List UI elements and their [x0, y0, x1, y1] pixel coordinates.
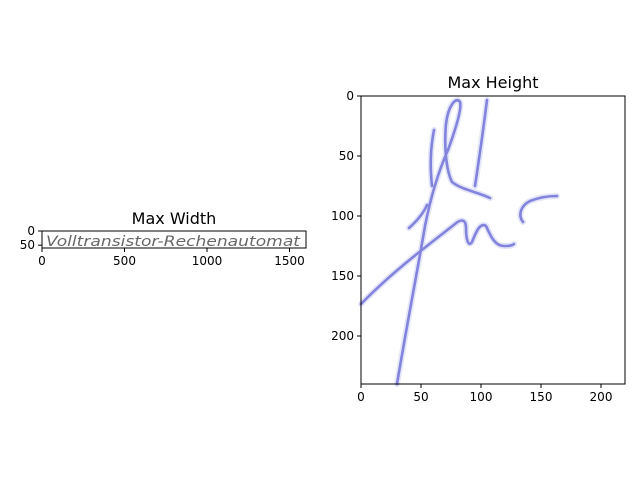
y-tick-label-max-width: 50 [20, 238, 35, 252]
axes-title-max-height: Max Height [447, 73, 538, 92]
x-ticks-max-height: 0 50 100 150 200 [357, 384, 612, 404]
x-tick-label-max-height: 0 [357, 390, 365, 404]
handwriting-image: Volltransistor-Rechenautomat [46, 234, 301, 250]
x-tick-label-max-width: 0 [38, 254, 46, 268]
x-tick-label-max-width: 1500 [274, 254, 305, 268]
y-tick-label-max-height: 200 [331, 329, 354, 343]
y-tick-label-max-height: 150 [331, 269, 354, 283]
axes-max-height: Max Height 0 50 100 150 200 0 50 [331, 73, 626, 404]
x-tick-label-max-height: 200 [590, 390, 613, 404]
handwriting-text: Volltransistor-Rechenautomat [46, 234, 301, 250]
y-tick-label-max-height: 0 [346, 89, 354, 103]
x-tick-label-max-width: 1000 [192, 254, 223, 268]
x-tick-label-max-width: 500 [113, 254, 136, 268]
signature-image [358, 97, 560, 387]
x-tick-label-max-height: 50 [413, 390, 428, 404]
axes-frame-max-height [360, 95, 626, 385]
axes-frame-max-width [41, 230, 307, 249]
signature-stroke [359, 98, 559, 386]
y-ticks-max-width: 050 [20, 224, 42, 252]
y-tick-label-max-height: 50 [339, 149, 354, 163]
axes-max-width: Max Width Volltransistor-Rechenautomat 0… [20, 209, 307, 268]
x-tick-label-max-height: 100 [470, 390, 493, 404]
y-tick-label-max-height: 100 [331, 209, 354, 223]
y-ticks-max-height: 0 50 100 150 200 [331, 89, 361, 343]
x-tick-label-max-height: 150 [530, 390, 553, 404]
axes-title-max-width: Max Width [132, 209, 217, 228]
image-area-max-width [42, 231, 306, 248]
y-tick-label-max-width: 0 [27, 224, 35, 238]
x-ticks-max-width: 0 500 1000 1500 [38, 248, 305, 268]
